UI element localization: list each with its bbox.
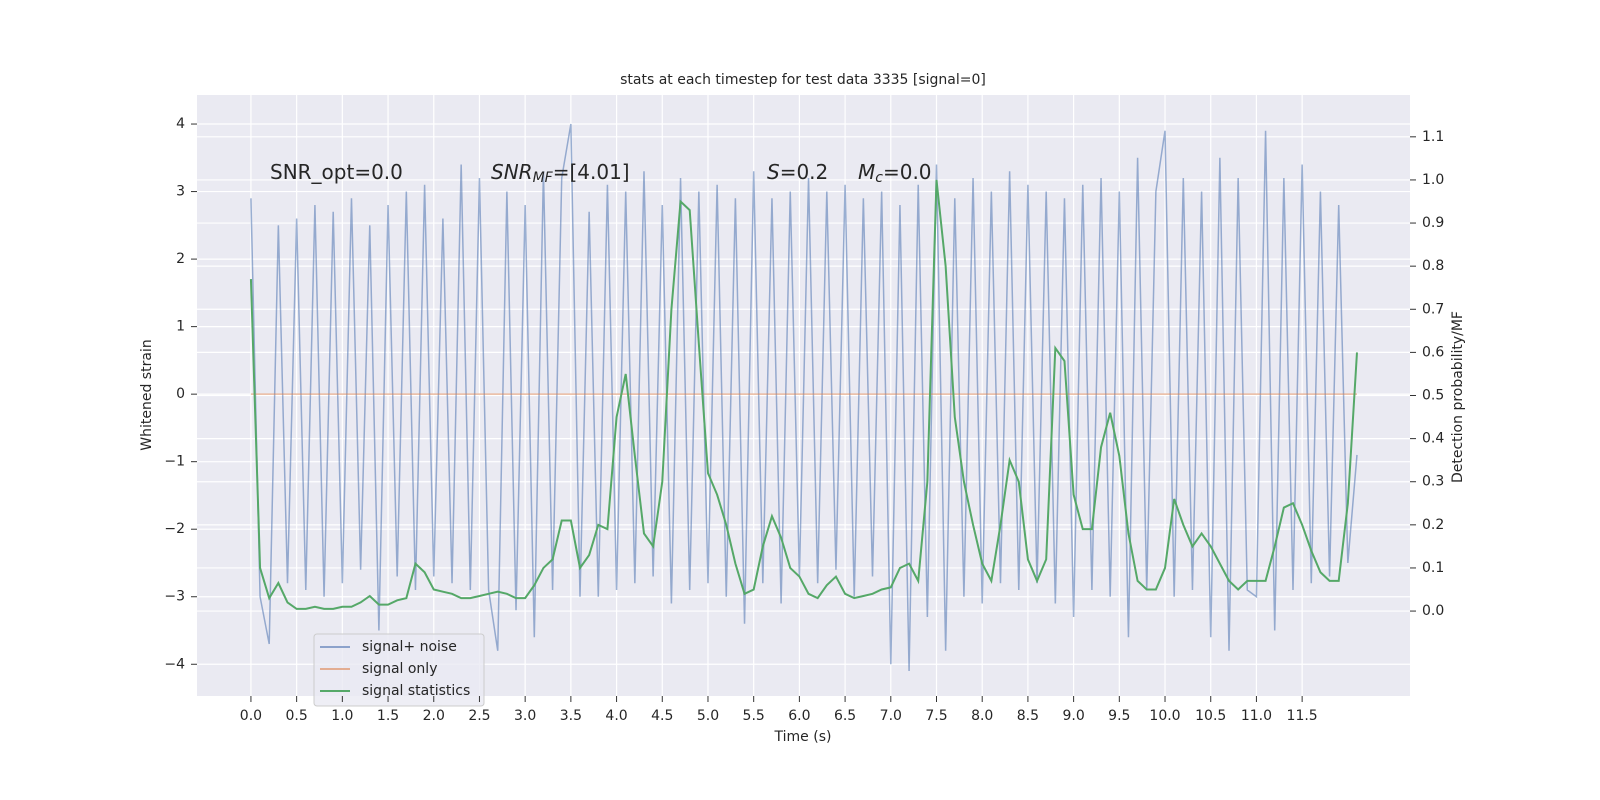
- x-tick-label: 10.5: [1195, 708, 1226, 724]
- x-tick-label: 2.5: [468, 708, 490, 724]
- x-tick-label: 11.5: [1287, 708, 1318, 724]
- annotation-symbol: M: [858, 160, 875, 184]
- chart-title: stats at each timestep for test data 333…: [620, 72, 986, 88]
- x-tick-label: 3.0: [514, 708, 536, 724]
- legend-label: signal statistics: [362, 683, 470, 699]
- annotation-subscript: c: [875, 170, 883, 186]
- y-tick-label: −1: [164, 454, 185, 470]
- x-tick-label: 10.0: [1149, 708, 1180, 724]
- annotation: Mc=0.0: [858, 160, 932, 187]
- x-tick-label: 9.0: [1062, 708, 1084, 724]
- legend-label: signal only: [362, 661, 437, 677]
- x-tick-label: 0.5: [286, 708, 308, 724]
- x-tick-label: 1.5: [377, 708, 399, 724]
- series-line: [249, 179, 1358, 610]
- x-tick-label: 11.0: [1241, 708, 1272, 724]
- annotation-text: =0.0: [883, 160, 932, 184]
- legend: signal+ noise signal only signal statistic…: [313, 633, 485, 707]
- y-tick-label: −3: [164, 589, 185, 605]
- y-axis-label: Whitened strain: [139, 339, 155, 450]
- y2-tick-label: 0.8: [1422, 258, 1444, 274]
- y2-axis-label: Detection probability/MF: [1450, 311, 1466, 483]
- x-tick-label: 2.0: [423, 708, 445, 724]
- y2-tick-label: 0.2: [1422, 517, 1444, 533]
- x-tick-label: 8.0: [971, 708, 993, 724]
- y2-tick-label: 0.6: [1422, 344, 1444, 360]
- x-axis-label: Time (s): [774, 729, 832, 745]
- legend-label: signal+ noise: [362, 639, 457, 655]
- y2-tick-label: 0.9: [1422, 215, 1444, 231]
- x-tick-label: 7.5: [925, 708, 947, 724]
- x-tick-label: 6.5: [834, 708, 856, 724]
- y2-tick-label: 0.5: [1422, 388, 1444, 404]
- x-tick-label: 7.0: [880, 708, 902, 724]
- annotation: SNR_opt=0.0: [270, 160, 403, 184]
- x-tick-label: 4.5: [651, 708, 673, 724]
- x-tick-label: 8.5: [1017, 708, 1039, 724]
- y-tick-label: 0: [176, 386, 185, 402]
- plot: [249, 123, 1358, 672]
- annotation-symbol: S: [767, 160, 780, 184]
- y-tick-label: −4: [164, 656, 185, 672]
- y2-tick-label: 1.1: [1422, 129, 1444, 145]
- legend-box: [313, 633, 485, 707]
- annotation-text: =[4.01]: [553, 160, 630, 184]
- annotation-symbol: SNR: [491, 160, 533, 184]
- y-tick-label: 3: [176, 184, 185, 200]
- annotation-text: =0.2: [780, 160, 829, 184]
- y2-tick-label: 0.3: [1422, 474, 1444, 490]
- annotation: S=0.2: [767, 160, 828, 184]
- y2-tick-label: 0.7: [1422, 301, 1444, 317]
- annotation: SNRMF=[4.01]: [491, 160, 630, 187]
- x-tick-label: 6.0: [788, 708, 810, 724]
- y-tick-label: −2: [164, 521, 185, 537]
- x-tick-label: 9.5: [1108, 708, 1130, 724]
- series-line: [250, 123, 1358, 672]
- y-tick-label: 1: [176, 319, 185, 335]
- annotation-subscript: MF: [533, 170, 554, 186]
- y-tick-label: 2: [176, 251, 185, 267]
- x-tick-label: 5.5: [743, 708, 765, 724]
- y2-tick-label: 0.1: [1422, 560, 1444, 576]
- x-tick-label: 1.0: [331, 708, 353, 724]
- x-tick-label: 4.0: [605, 708, 627, 724]
- x-tick-label: 5.0: [697, 708, 719, 724]
- annotation-text: SNR_opt=0.0: [270, 160, 403, 184]
- y2-tick-label: 0.4: [1422, 431, 1444, 447]
- x-tick-label: 3.5: [560, 708, 582, 724]
- y2-tick-label: 0.0: [1422, 603, 1444, 619]
- y-tick-label: 4: [176, 116, 185, 132]
- x-tick-label: 0.0: [240, 708, 262, 724]
- y2-tick-label: 1.0: [1422, 172, 1444, 188]
